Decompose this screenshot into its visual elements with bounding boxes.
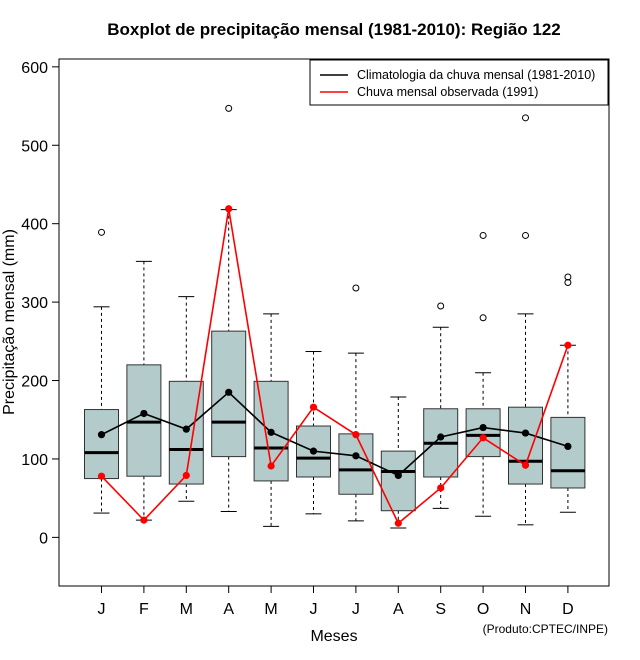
series-point-0 [225,388,233,396]
x-tick-label: A [393,601,404,618]
y-tick-label: 600 [21,60,48,77]
series-point-0 [564,442,572,451]
series-point-0 [479,423,487,432]
series-lines [97,205,572,527]
outlier-point [522,114,529,122]
x-tick-label: J [352,601,360,618]
x-tick-label: O [477,601,489,618]
series-point-0 [97,431,106,439]
credit-label: (Produto:CPTEC/INPE) [483,622,608,636]
x-tick-label: S [435,601,446,618]
series-point-1 [564,341,572,349]
series-point-1 [267,462,275,470]
x-tick-label: A [223,601,234,618]
series-point-1 [225,205,233,213]
box-J [84,228,119,514]
box-J [296,351,331,515]
boxes-group [84,104,586,529]
box-A [380,396,416,529]
series-point-0 [437,433,445,441]
y-tick-label: 0 [39,530,48,547]
series-point-1 [521,461,530,469]
box-N [508,114,543,526]
x-tick-label: J [98,601,106,618]
outlier-point [98,228,105,236]
outlier-point [522,231,529,239]
series-point-0 [182,425,190,433]
series-point-1 [352,431,360,439]
legend-label-climatology: Climatologia da chuva mensal (1981-2010) [357,68,595,82]
y-tick-label: 500 [21,138,48,155]
x-tick-label: F [139,601,149,618]
series-point-1 [394,519,402,527]
series-point-1 [97,472,106,480]
series-point-1 [437,484,445,492]
box-F [126,260,162,521]
box-iqr [338,433,374,495]
x-axis-label: Meses [310,628,357,645]
box-S [423,302,459,509]
x-tick-label: D [562,601,574,618]
series-point-0 [140,409,148,418]
series-point-0 [309,447,318,455]
series-point-0 [521,429,530,437]
box-D [550,273,586,513]
series-point-1 [182,471,190,480]
series-point-1 [140,516,148,524]
outlier-point [479,231,487,239]
box-J [338,284,374,522]
box-iqr [380,450,416,512]
series-point-1 [309,403,318,411]
box-iqr [84,409,119,480]
y-axis-label: Precipitação mensal (mm) [1,229,18,415]
legend-box [309,59,609,106]
box-O [465,231,501,517]
box-iqr [550,416,586,489]
y-tick-label: 300 [21,295,48,312]
outlier-point [564,273,572,281]
y-tick-label: 100 [21,452,48,469]
outlier-point [225,104,233,112]
x-tick-label: M [180,601,193,618]
y-tick-label: 400 [21,217,48,234]
legend-label-observed: Chuva mensal observada (1991) [357,85,538,99]
y-tick-label: 200 [21,374,48,391]
outlier-point [437,302,445,310]
outlier-point [352,284,360,292]
series-point-0 [394,471,402,480]
series-point-0 [352,452,360,460]
outlier-point [479,314,487,322]
legend: Climatologia da chuva mensal (1981-2010)… [309,59,609,106]
x-tick-label: N [520,601,532,618]
box-iqr [465,408,501,458]
box-iqr [508,406,543,485]
series-point-0 [267,428,275,436]
box-iqr [126,364,162,477]
x-tick-label: M [264,601,277,618]
series-line-1 [100,208,569,525]
chart-title: Boxplot de precipitação mensal (1981-201… [107,20,561,39]
outlier-point [564,279,572,287]
x-tick-label: J [310,601,318,618]
plot-frame [58,58,610,587]
y-axis: 0 100 200 300 400 500 600 [21,60,59,547]
series-line-0 [101,391,569,477]
series-point-1 [479,434,487,442]
box-A [211,104,247,512]
